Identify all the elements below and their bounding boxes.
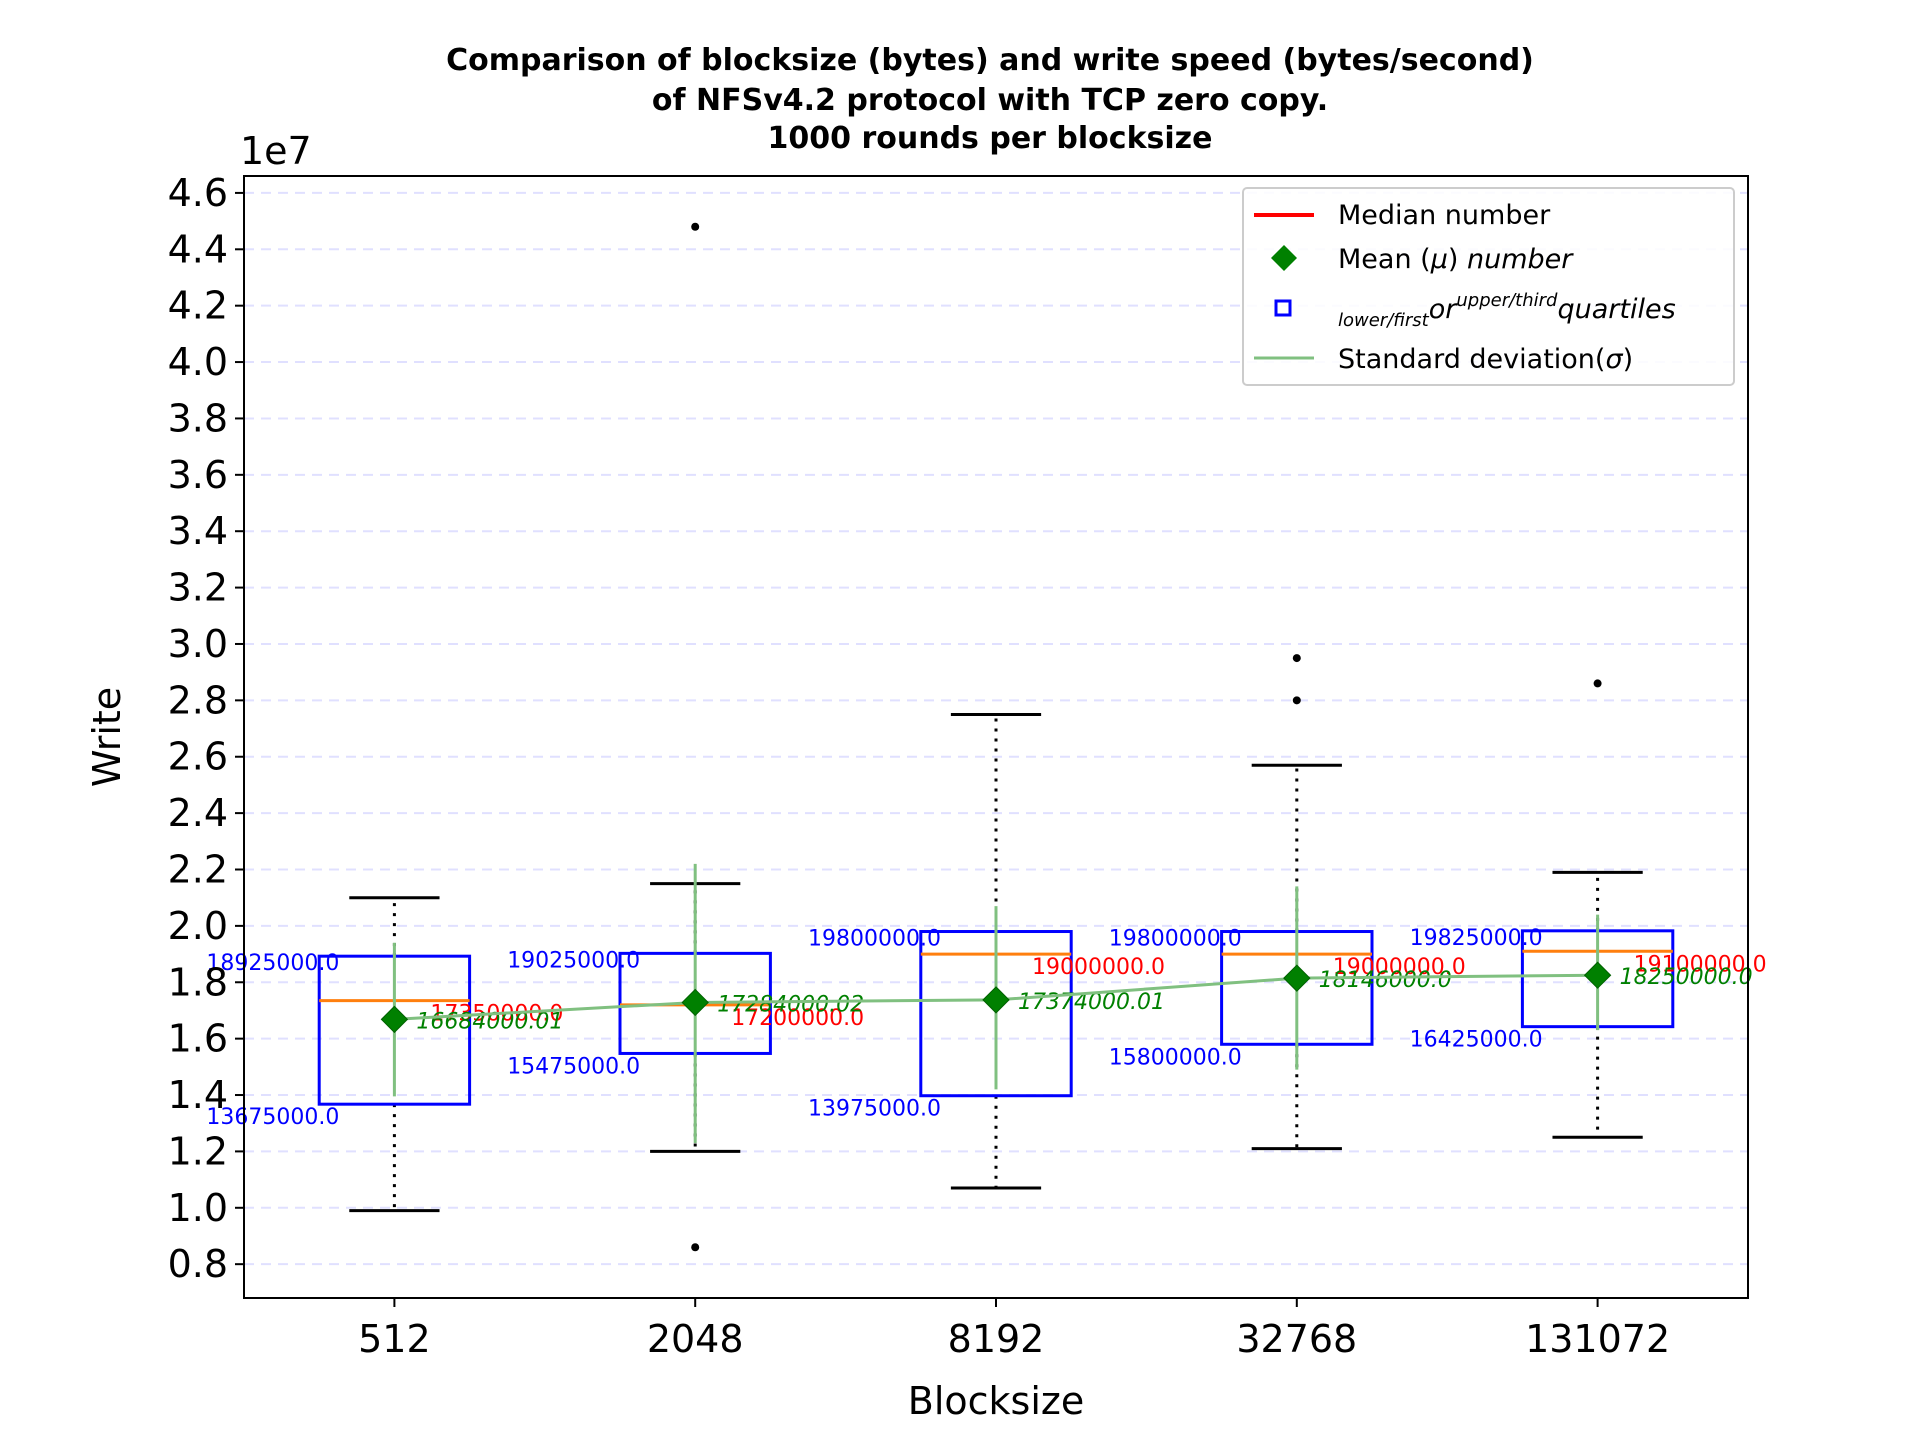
x-axis: 512 2048 8192 32768 131072 (358, 1298, 1670, 1361)
y-tick-label: 2.6 (168, 735, 228, 779)
y-tick-label: 4.2 (168, 284, 228, 328)
y-tick-label: 4.4 (168, 227, 228, 271)
mean-label: 18250000.0 (1620, 965, 1753, 990)
legend-mean-prefix: Mean ( (1338, 244, 1431, 275)
q1-label: 16425000.0 (1410, 1028, 1543, 1053)
legend-quartile-or: or (1429, 294, 1459, 325)
x-tick-label: 2048 (647, 1317, 744, 1361)
mean-marker (1283, 964, 1311, 992)
outlier-point (691, 1243, 700, 1252)
x-axis-label: Blocksize (908, 1379, 1084, 1423)
y-tick-label: 3.8 (168, 396, 228, 440)
legend-mean-label: Mean (μ) number (1338, 244, 1574, 275)
legend-quartile-word: quartiles (1557, 294, 1675, 325)
y-tick-label: 1.8 (168, 960, 228, 1004)
x-tick-label: 32768 (1236, 1317, 1357, 1361)
y-tick-label: 3.6 (168, 453, 228, 497)
legend: Median number Mean (μ) number lower/firs… (1242, 187, 1735, 386)
y-tick-label: 2.2 (168, 847, 228, 891)
y-tick-label: 4.6 (168, 171, 228, 215)
mean-marker (681, 988, 709, 1017)
q1-label: 15475000.0 (507, 1054, 640, 1079)
y-tick-label: 2.8 (168, 678, 228, 722)
y-tick-label: 1.2 (168, 1129, 228, 1173)
legend-frame (1242, 187, 1735, 386)
legend-median-label: Median number (1338, 200, 1551, 231)
q1-label: 13975000.0 (808, 1097, 941, 1122)
x-tick-label: 512 (358, 1317, 431, 1361)
y-offset-label: 1e7 (240, 129, 312, 173)
y-tick-label: 2.0 (168, 904, 228, 948)
q3-label: 18925000.0 (206, 951, 339, 976)
legend-quartile-label: lower/firstorupper/thirdquartiles (1338, 290, 1676, 331)
x-tick-label: 131072 (1525, 1317, 1670, 1361)
mean-marker (982, 986, 1010, 1014)
median-label: 19000000.0 (1032, 955, 1165, 980)
legend-quartile-sub: lower/first (1338, 310, 1430, 331)
y-tick-label: 2.4 (168, 791, 228, 835)
chart-title-line-3: 1000 rounds per blocksize (768, 121, 1213, 156)
median-label: 19100000.0 (1634, 952, 1767, 977)
q1-label: 13675000.0 (206, 1105, 339, 1130)
q3-label: 19800000.0 (808, 927, 941, 952)
legend-quartile-sup: upper/third (1456, 290, 1558, 311)
legend-mean-number: number (1467, 244, 1574, 275)
y-tick-label: 1.0 (168, 1186, 228, 1230)
legend-mean-mu: μ (1430, 244, 1448, 275)
chart-title-line-1: Comparison of blocksize (bytes) and writ… (446, 43, 1534, 78)
chart-title-line-2: of NFSv4.2 protocol with TCP zero copy. (652, 83, 1328, 118)
mean-marker (380, 1005, 409, 1034)
outlier-point (691, 222, 700, 231)
legend-mean-suffix: ) (1448, 244, 1467, 275)
legend-mean-swatch (1271, 245, 1297, 271)
y-tick-label: 3.0 (168, 622, 228, 666)
y-axis: 0.8 1.0 1.2 1.4 1.6 1.8 2.0 2.2 2.4 2.6 2.8 3.0 3.2 3… (168, 171, 244, 1286)
chart-title: Comparison of blocksize (bytes) and writ… (446, 43, 1534, 156)
q1-label: 15800000.0 (1109, 1045, 1242, 1070)
y-tick-label: 0.8 (168, 1242, 228, 1286)
q3-label: 19800000.0 (1109, 927, 1242, 952)
y-tick-label: 3.2 (168, 566, 228, 610)
x-tick-label: 8192 (948, 1317, 1045, 1361)
legend-std-prefix: Standard deviation( (1338, 344, 1605, 375)
y-tick-label: 1.4 (168, 1073, 228, 1117)
outlier-point (1292, 654, 1301, 663)
y-tick-label: 3.4 (168, 509, 228, 553)
q3-label: 19025000.0 (507, 948, 640, 973)
legend-std-label: Standard deviation(σ) (1338, 344, 1633, 375)
legend-std-suffix: ) (1623, 344, 1634, 375)
q3-label: 19825000.0 (1410, 926, 1543, 951)
y-tick-label: 4.0 (168, 340, 228, 384)
legend-quartile-swatch (1274, 299, 1292, 317)
outlier-point (1292, 696, 1301, 705)
plot-area: 18925000.013675000.017350000.016684000.0… (206, 222, 1767, 1252)
mean-label: 17284000.02 (717, 992, 864, 1017)
box-group-512: 18925000.013675000.017350000.016684000.0… (206, 896, 563, 1213)
y-axis-label: Write (85, 687, 129, 787)
median-label: 17200000.0 (731, 1006, 864, 1031)
y-tick-label: 1.6 (168, 1017, 228, 1061)
legend-std-sigma: σ (1605, 344, 1623, 375)
mean-marker (1583, 961, 1612, 989)
outlier-point (1593, 679, 1602, 688)
mean-label: 18146000.0 (1319, 968, 1452, 993)
box-group-2048: 19025000.0 15475000.0 17200000.017284000.0… (507, 222, 864, 1252)
